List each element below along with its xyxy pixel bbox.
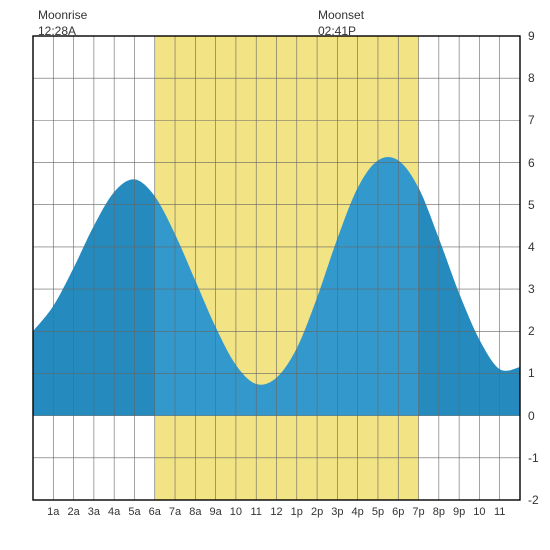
- y-tick: 2: [528, 324, 535, 338]
- x-tick: 1p: [287, 506, 306, 518]
- x-tick: 3a: [84, 506, 103, 518]
- x-tick: 11: [247, 506, 266, 518]
- y-tick: 7: [528, 113, 535, 127]
- x-tick: 2a: [64, 506, 83, 518]
- x-tick: 7a: [166, 506, 185, 518]
- y-tick: -2: [528, 493, 539, 507]
- chart-svg: [0, 0, 550, 550]
- y-tick: 9: [528, 29, 535, 43]
- x-tick: 7p: [409, 506, 428, 518]
- x-tick: 9p: [450, 506, 469, 518]
- moonrise-label: Moonrise 12:28A: [38, 8, 87, 39]
- y-tick: 5: [528, 198, 535, 212]
- tide-chart: Moonrise 12:28A Moonset 02:41P 1a2a3a4a5…: [0, 0, 550, 550]
- x-tick: 2p: [308, 506, 327, 518]
- y-tick: 6: [528, 156, 535, 170]
- y-tick: 3: [528, 282, 535, 296]
- x-tick: 11: [490, 506, 509, 518]
- moonset-time: 02:41P: [318, 24, 356, 38]
- y-tick: 0: [528, 409, 535, 423]
- x-tick: 6a: [145, 506, 164, 518]
- x-tick: 1a: [44, 506, 63, 518]
- x-tick: 4a: [105, 506, 124, 518]
- x-tick: 10: [226, 506, 245, 518]
- y-tick: -1: [528, 451, 539, 465]
- x-tick: 12: [267, 506, 286, 518]
- x-tick: 8p: [429, 506, 448, 518]
- moonset-label: Moonset 02:41P: [318, 8, 364, 39]
- moonrise-title: Moonrise: [38, 8, 87, 22]
- x-tick: 9a: [206, 506, 225, 518]
- x-tick: 3p: [328, 506, 347, 518]
- x-tick: 4p: [348, 506, 367, 518]
- y-tick: 8: [528, 71, 535, 85]
- y-tick: 4: [528, 240, 535, 254]
- moonrise-time: 12:28A: [38, 24, 76, 38]
- y-tick: 1: [528, 366, 535, 380]
- x-tick: 10: [470, 506, 489, 518]
- x-tick: 8a: [186, 506, 205, 518]
- x-tick: 6p: [389, 506, 408, 518]
- x-tick: 5p: [368, 506, 387, 518]
- x-tick: 5a: [125, 506, 144, 518]
- moonset-title: Moonset: [318, 8, 364, 22]
